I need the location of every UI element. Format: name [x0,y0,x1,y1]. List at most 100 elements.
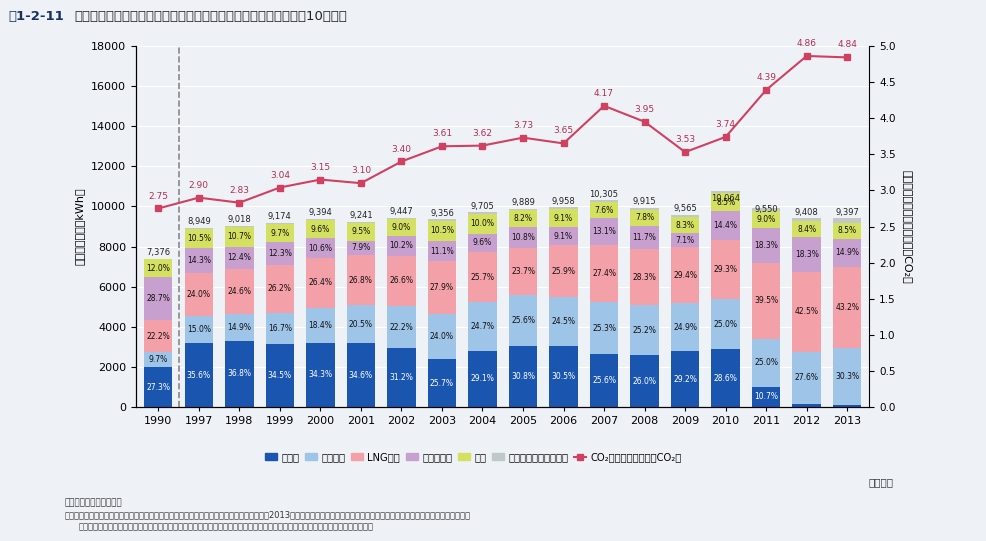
Bar [670,351,698,407]
Bar [346,223,375,241]
Text: 4.86: 4.86 [796,39,815,48]
Bar [346,255,375,305]
Bar [751,208,780,210]
Bar [387,218,415,219]
Text: 14.3%: 14.3% [186,256,211,265]
Bar [711,210,740,240]
Bar [549,227,577,246]
Text: 3.95: 3.95 [634,105,654,114]
Text: 9.6%: 9.6% [472,239,492,247]
Text: 11.1%: 11.1% [430,247,454,255]
Bar [346,222,375,223]
Text: 14.9%: 14.9% [227,322,251,332]
Text: 28.7%: 28.7% [146,294,170,303]
Text: 25.6%: 25.6% [592,376,615,385]
Text: 10.7%: 10.7% [753,392,777,401]
Bar [509,346,536,407]
Text: 9,447: 9,447 [389,207,413,216]
Y-axis label: 発電電力量（億kWh）: 発電電力量（億kWh） [74,188,84,265]
Text: 10.6%: 10.6% [308,243,332,253]
Bar [792,272,820,352]
Bar [670,304,698,351]
Bar [427,314,456,359]
Bar [306,219,334,220]
Bar [184,229,213,248]
Text: 26.6%: 26.6% [389,276,413,285]
Bar [306,258,334,308]
Bar [509,248,536,295]
Text: 11.7%: 11.7% [632,233,656,242]
Bar [467,234,496,252]
Bar [590,200,617,202]
Bar [306,308,334,342]
Text: 9.6%: 9.6% [311,225,329,234]
Text: 7.1%: 7.1% [674,235,694,245]
Text: 7.6%: 7.6% [594,206,613,215]
Text: 30.8%: 30.8% [511,372,534,381]
Bar [792,221,820,237]
Text: 3.74: 3.74 [715,120,735,129]
Bar [832,267,861,348]
Text: 12.0%: 12.0% [146,263,170,273]
Bar [711,240,740,299]
Text: 25.7%: 25.7% [470,273,494,282]
Bar [832,348,861,405]
Text: 資料：【電源種別発電電力量】：資源エネルギー庁『電源開発の概要』、電気事楯連合会「2013年度の電源別発電電力量構成比」、『電気事楯における環境行動計画』より作: 資料：【電源種別発電電力量】：資源エネルギー庁『電源開発の概要』、電気事楯連合会… [64,511,469,520]
Bar [832,219,861,222]
Text: 27.6%: 27.6% [794,373,817,382]
Text: 25.7%: 25.7% [430,379,454,387]
Text: 3.61: 3.61 [432,129,452,138]
Bar [184,316,213,344]
Bar [427,261,456,314]
Text: 24.0%: 24.0% [430,332,454,341]
Bar [184,248,213,273]
Bar [387,348,415,407]
Bar [225,247,253,269]
Text: 9,174: 9,174 [268,212,292,221]
Text: 9,018: 9,018 [227,215,251,225]
Bar [306,342,334,407]
Text: 8.4%: 8.4% [797,225,815,234]
Text: 【二酸化炭素排出量】：電気事楯連合会「電気事楯における地球温暖化対策の取組」、『電気事楯における環境行動計画』より作成: 【二酸化炭素排出量】：電気事楯連合会「電気事楯における地球温暖化対策の取組」、『… [79,523,374,532]
Text: 電源種別の発電電力量と二酸化炭素排出量の推移（一般電気事楧10社計）: 電源種別の発電電力量と二酸化炭素排出量の推移（一般電気事楧10社計） [74,10,346,23]
Bar [306,238,334,258]
Bar [711,299,740,349]
Text: 10.0%: 10.0% [470,220,494,228]
Text: 図1-2-11: 図1-2-11 [8,10,63,23]
Text: 8.2%: 8.2% [513,214,532,223]
Bar [467,302,496,351]
Text: 3.10: 3.10 [350,166,371,175]
Bar [711,194,740,210]
Bar [711,349,740,407]
Bar [427,220,456,221]
Bar [265,223,294,224]
Text: 10.8%: 10.8% [511,233,534,242]
Text: 43.2%: 43.2% [834,303,859,312]
Text: 9,408: 9,408 [794,208,817,216]
Bar [467,213,496,214]
Text: 25.3%: 25.3% [592,324,615,333]
Text: 3.04: 3.04 [269,170,290,180]
Text: 15.0%: 15.0% [186,325,211,334]
Bar [590,218,617,245]
Text: 9.7%: 9.7% [270,229,289,237]
Text: 18.3%: 18.3% [794,250,817,259]
Bar [751,339,780,387]
Text: 13.1%: 13.1% [592,227,615,236]
Bar [184,228,213,229]
Text: 22.2%: 22.2% [146,332,170,340]
Text: 27.4%: 27.4% [592,269,615,278]
Text: 9,565: 9,565 [672,204,696,213]
Text: 23.7%: 23.7% [511,267,534,276]
Text: 26.0%: 26.0% [632,377,656,386]
Bar [549,346,577,407]
Bar [265,313,294,344]
Bar [225,227,253,247]
Bar [832,222,861,239]
Text: 39.5%: 39.5% [753,296,777,306]
Bar [144,259,173,277]
Text: 3.53: 3.53 [674,135,694,144]
Text: 2.75: 2.75 [148,192,169,201]
Text: 20.5%: 20.5% [349,320,373,328]
Bar [792,404,820,407]
